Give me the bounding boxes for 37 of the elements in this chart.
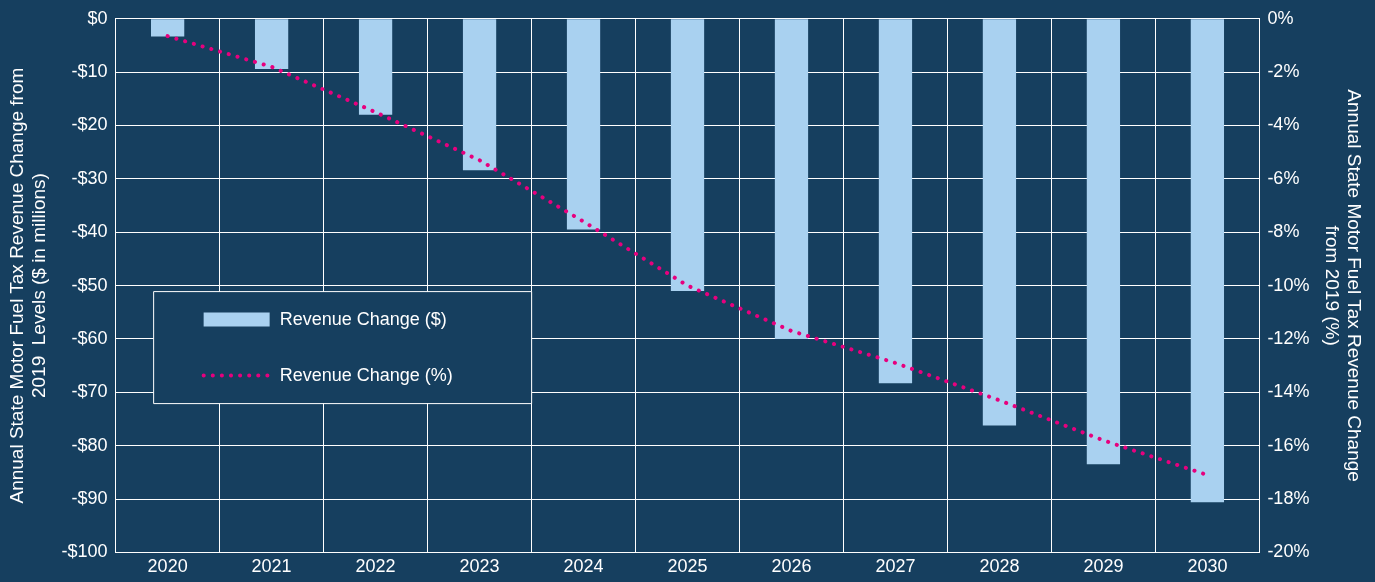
- x-tick-label: 2027: [875, 556, 916, 577]
- y2-tick-label: 0%: [1267, 7, 1294, 28]
- legend-label: Revenue Change ($): [279, 308, 447, 329]
- y2-tick-label: -14%: [1267, 381, 1310, 402]
- x-tick-label: 2030: [1187, 556, 1228, 577]
- y2-tick-label: -8%: [1267, 221, 1300, 242]
- y2-tick-label: -18%: [1267, 488, 1310, 509]
- legend-label: Revenue Change (%): [279, 364, 453, 385]
- x-tick-label: 2022: [355, 556, 396, 577]
- x-tick-label: 2020: [147, 556, 188, 577]
- y-tick-label: -$100: [61, 541, 108, 562]
- y2-tick-label: -10%: [1267, 274, 1310, 295]
- x-tick-label: 2029: [1083, 556, 1124, 577]
- y-axis-title: Annual State Motor Fuel Tax Revenue Change from 2019 Levels ($ in millions): [5, 67, 50, 504]
- y2-tick-label: -4%: [1267, 114, 1300, 135]
- y-tick-label: -$80: [71, 434, 108, 455]
- y2-tick-label: -2%: [1267, 61, 1300, 82]
- x-tick-label: 2025: [667, 556, 708, 577]
- x-tick-label: 2026: [771, 556, 812, 577]
- y-tick-label: -$10: [71, 61, 108, 82]
- y-tick-label: -$90: [71, 488, 108, 509]
- y-tick-label: -$40: [71, 221, 108, 242]
- y2-axis-title: Annual State Motor Fuel Tax Revenue Change from 2019 (%): [1321, 89, 1366, 482]
- y2-tick-label: -20%: [1267, 541, 1310, 562]
- y-tick-label: -$70: [71, 381, 108, 402]
- y-tick-label: -$30: [71, 167, 108, 188]
- x-tick-label: 2024: [563, 556, 604, 577]
- x-tick-label: 2023: [459, 556, 500, 577]
- y-tick-label: -$50: [71, 274, 108, 295]
- x-tick-label: 2021: [251, 556, 292, 577]
- y-tick-label: -$20: [71, 114, 108, 135]
- y2-tick-label: -12%: [1267, 327, 1310, 348]
- y-tick-label: $0: [87, 7, 108, 28]
- y-tick-label: -$60: [71, 327, 108, 348]
- x-tick-label: 2028: [979, 556, 1020, 577]
- y2-tick-label: -6%: [1267, 167, 1300, 188]
- y2-tick-label: -16%: [1267, 434, 1310, 455]
